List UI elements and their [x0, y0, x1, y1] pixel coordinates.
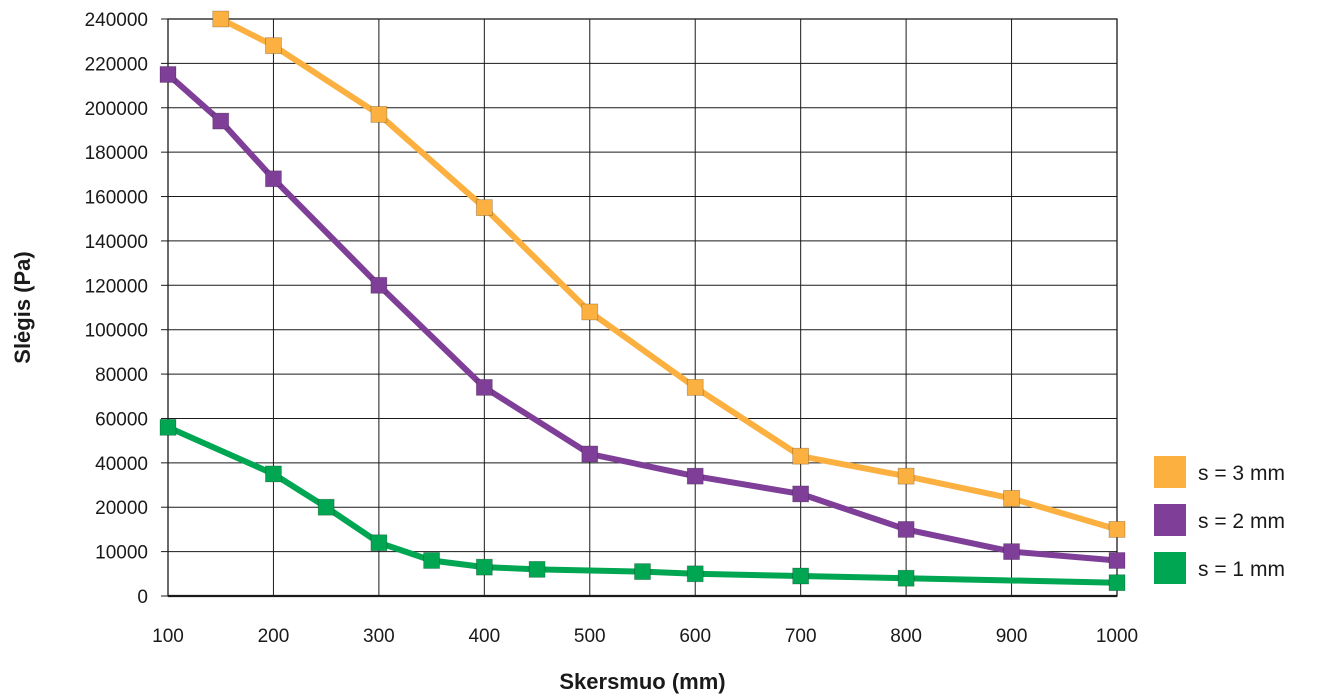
data-point	[581, 445, 599, 463]
data-point	[370, 276, 388, 294]
x-tick-label: 300	[363, 626, 395, 647]
x-tick-label: 900	[996, 626, 1028, 647]
data-point	[1003, 543, 1020, 561]
data-point	[212, 10, 230, 28]
x-tick-label: 100	[152, 626, 184, 647]
data-point	[581, 303, 599, 321]
y-axis-ticks: 0 10000 20000 40000 60000 80000 100000 120000 14…	[85, 10, 168, 608]
legend-item: s = 2 mm	[1154, 504, 1285, 536]
legend-label: s = 1 mm	[1198, 558, 1285, 581]
data-point	[159, 66, 177, 83]
data-point	[897, 569, 915, 587]
data-point	[475, 378, 493, 396]
legend-swatch	[1154, 456, 1186, 488]
data-point	[265, 170, 282, 188]
data-point	[475, 199, 493, 217]
data-point	[475, 558, 493, 576]
legend-item: s = 1 mm	[1154, 552, 1285, 584]
data-point	[1108, 552, 1126, 569]
x-tick-label: 600	[679, 626, 711, 647]
x-axis-ticks: 100 200 300 400 500 600 700 800 900 1000	[152, 626, 1138, 647]
data-point	[317, 498, 335, 516]
legend: s = 3 mm s = 2 mm s = 1 mm	[1154, 456, 1285, 584]
y-tick-label: 180000	[85, 143, 148, 164]
data-point	[792, 485, 810, 503]
y-tick-label: 240000	[85, 10, 148, 31]
y-tick-label: 200000	[85, 99, 148, 120]
data-point	[686, 565, 704, 583]
series-3	[159, 418, 1126, 592]
y-tick-label: 60000	[95, 409, 148, 430]
x-tick-label: 200	[258, 626, 290, 647]
series-line	[217, 16, 1120, 533]
legend-label: s = 2 mm	[1198, 510, 1285, 533]
y-tick-label: 80000	[95, 365, 148, 386]
legend-swatch	[1154, 552, 1186, 584]
grid	[167, 18, 1118, 598]
y-tick-label: 40000	[95, 454, 148, 475]
data-point	[1003, 489, 1020, 507]
series-1	[212, 10, 1126, 538]
series-lines	[159, 10, 1126, 592]
series-line	[165, 424, 1120, 586]
x-tick-label: 500	[574, 626, 606, 647]
x-tick-label: 1000	[1096, 626, 1138, 647]
plot-area	[167, 18, 1118, 597]
data-point	[897, 521, 915, 538]
data-point	[159, 418, 177, 436]
data-point	[686, 467, 704, 485]
data-point	[792, 567, 810, 585]
data-point	[528, 560, 546, 578]
y-tick-label: 20000	[95, 498, 148, 519]
data-point	[634, 563, 651, 580]
y-tick-label: 140000	[85, 232, 148, 253]
legend-label: s = 3 mm	[1198, 462, 1285, 485]
x-tick-label: 800	[890, 626, 922, 647]
y-tick-label: 160000	[85, 188, 148, 209]
x-axis-title: Skersmuo (mm)	[559, 669, 725, 694]
y-tick-label: 0	[137, 587, 148, 608]
x-tick-label: 400	[468, 626, 500, 647]
y-tick-label: 120000	[85, 276, 148, 297]
data-point	[423, 552, 441, 569]
data-point	[686, 378, 704, 396]
series-2	[159, 66, 1126, 569]
data-point	[792, 447, 810, 465]
data-point	[1108, 521, 1126, 538]
data-point	[370, 106, 388, 123]
data-point	[212, 112, 230, 130]
y-tick-label: 220000	[85, 54, 148, 75]
legend-swatch	[1154, 504, 1186, 536]
y-axis-title: Slėgis (Pa)	[10, 251, 35, 363]
y-tick-label: 100000	[85, 321, 148, 342]
data-point	[265, 37, 282, 55]
data-point	[370, 534, 388, 552]
data-point	[1108, 574, 1126, 592]
y-tick-label: 10000	[95, 543, 148, 564]
x-tick-label: 700	[785, 626, 817, 647]
data-point	[265, 465, 282, 483]
data-point	[897, 467, 915, 485]
legend-item: s = 3 mm	[1154, 456, 1285, 488]
